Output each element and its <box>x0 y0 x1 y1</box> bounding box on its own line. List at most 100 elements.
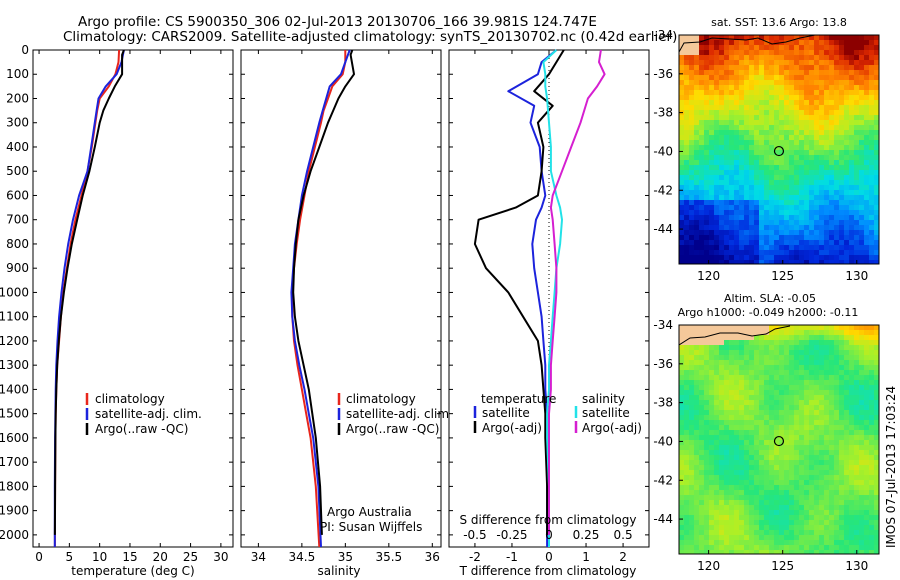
heatmap-cell <box>729 415 735 421</box>
heatmap-cell <box>704 150 710 156</box>
heatmap-cell <box>829 470 835 476</box>
heatmap-cell <box>739 470 745 476</box>
heatmap-cell <box>684 225 690 231</box>
heatmap-cell <box>709 355 715 361</box>
heatmap-cell <box>824 225 830 231</box>
heatmap-cell <box>854 450 860 456</box>
heatmap-cell <box>804 240 810 246</box>
heatmap-cell <box>694 495 700 501</box>
heatmap-cell <box>779 195 785 201</box>
heatmap-cell <box>679 255 685 261</box>
heatmap-cell <box>859 485 865 491</box>
heatmap-cell <box>739 485 745 491</box>
heatmap-cell <box>784 445 790 451</box>
heatmap-cell <box>804 490 810 496</box>
heatmap-cell <box>724 135 730 141</box>
heatmap-cell <box>859 380 865 386</box>
heatmap-cell <box>819 235 825 241</box>
heatmap-cell <box>849 545 855 551</box>
heatmap-cell <box>854 220 860 226</box>
heatmap-cell <box>839 355 845 361</box>
heatmap-cell <box>874 530 879 536</box>
heatmap-cell <box>834 75 840 81</box>
heatmap-cell <box>779 155 785 161</box>
heatmap-cell <box>839 410 845 416</box>
heatmap-cell <box>874 170 879 176</box>
x2-tick-label: 0 <box>545 528 553 542</box>
heatmap-cell <box>874 120 879 126</box>
heatmap-cell <box>709 345 715 351</box>
heatmap-cell <box>799 210 805 216</box>
heatmap-cell <box>699 75 705 81</box>
heatmap-cell <box>874 200 879 206</box>
heatmap-cell <box>724 325 730 331</box>
heatmap-cell <box>769 350 775 356</box>
heatmap-cell <box>779 80 785 86</box>
heatmap-cell <box>874 425 879 431</box>
heatmap-cell <box>794 360 800 366</box>
heatmap-cell <box>874 385 879 391</box>
heatmap-cell <box>834 495 840 501</box>
heatmap-cell <box>829 535 835 541</box>
heatmap-cell <box>754 450 760 456</box>
heatmap-cell <box>869 140 875 146</box>
heatmap-cell <box>709 480 715 486</box>
heatmap-cell <box>704 95 710 101</box>
heatmap-cell <box>694 550 700 554</box>
heatmap-cell <box>844 155 850 161</box>
heatmap-cell <box>729 120 735 126</box>
heatmap-cell <box>749 440 755 446</box>
heatmap-cell <box>804 185 810 191</box>
heatmap-cell <box>679 375 685 381</box>
heatmap-cell <box>729 520 735 526</box>
heatmap-cell <box>699 470 705 476</box>
heatmap-cell <box>724 415 730 421</box>
heatmap-cell <box>874 330 879 336</box>
heatmap-cell <box>729 70 735 76</box>
heatmap-cell <box>869 550 875 554</box>
heatmap-cell <box>824 190 830 196</box>
heatmap-cell <box>804 160 810 166</box>
heatmap-cell <box>849 145 855 151</box>
series-argo-raw-qc- <box>292 49 355 535</box>
heatmap-cell <box>734 135 740 141</box>
heatmap-cell <box>779 50 785 56</box>
heatmap-cell <box>789 135 795 141</box>
heatmap-cell <box>804 90 810 96</box>
heatmap-cell <box>859 55 865 61</box>
heatmap-cell <box>694 60 700 66</box>
heatmap-cell <box>854 110 860 116</box>
heatmap-cell <box>729 345 735 351</box>
heatmap-cell <box>839 180 845 186</box>
lon-tick-label: 125 <box>771 269 794 283</box>
heatmap-cell <box>714 380 720 386</box>
heatmap-cell <box>874 400 879 406</box>
heatmap-cell <box>839 395 845 401</box>
heatmap-cell <box>809 260 815 264</box>
heatmap-cell <box>789 495 795 501</box>
heatmap-cell <box>874 260 879 264</box>
heatmap-cell <box>769 260 775 264</box>
heatmap-cell <box>734 85 740 91</box>
heatmap-cell <box>824 135 830 141</box>
heatmap-cell <box>849 450 855 456</box>
heatmap-cell <box>724 445 730 451</box>
heatmap-cell <box>724 155 730 161</box>
heatmap-cell <box>829 335 835 341</box>
heatmap-cell <box>689 470 695 476</box>
heatmap-cell <box>824 530 830 536</box>
heatmap-cell <box>859 115 865 121</box>
heatmap-cell <box>774 370 780 376</box>
heatmap-cell <box>714 55 720 61</box>
heatmap-cell <box>739 215 745 221</box>
heatmap-cell <box>719 390 725 396</box>
heatmap-cell <box>724 55 730 61</box>
heatmap-cell <box>769 335 775 341</box>
heatmap-cell <box>769 195 775 201</box>
heatmap-cell <box>799 510 805 516</box>
heatmap-cell <box>769 330 775 336</box>
heatmap-cell <box>844 85 850 91</box>
heatmap-cell <box>794 70 800 76</box>
heatmap-cell <box>699 375 705 381</box>
heatmap-cell <box>744 460 750 466</box>
